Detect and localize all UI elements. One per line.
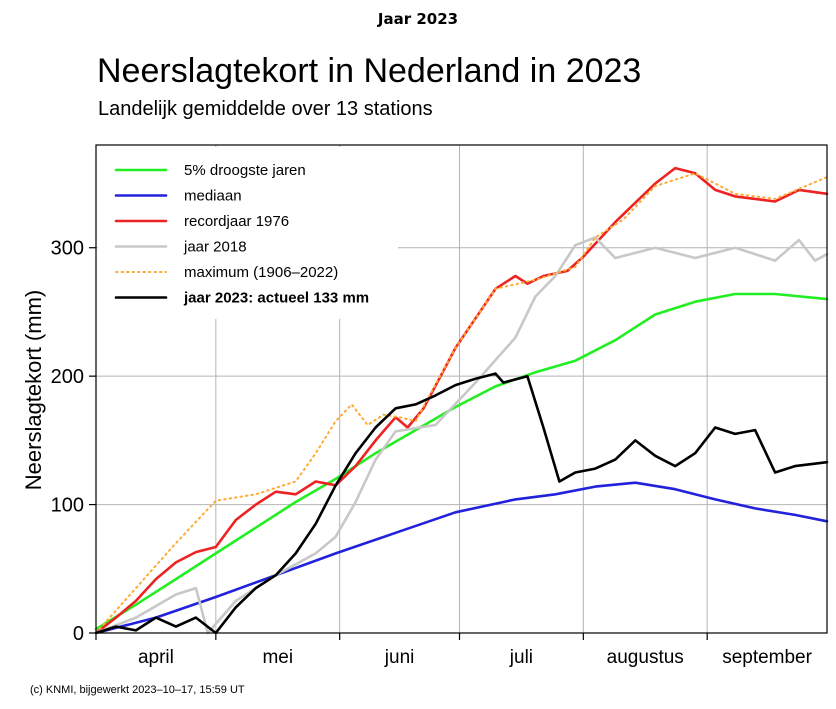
legend-label: recordjaar 1976 [184, 213, 289, 230]
y-tick-label: 100 [51, 495, 84, 517]
legend-label: maximum (1906–2022) [184, 264, 338, 281]
legend-label: jaar 2023: actueel 133 mm [183, 290, 369, 307]
chart-subtitle: Landelijk gemiddelde over 13 stations [98, 98, 433, 120]
x-tick-label: juni [384, 647, 415, 668]
top-label: Jaar 2023 [377, 10, 459, 28]
series-line [94, 292, 829, 631]
series-line [94, 166, 829, 635]
series-line [94, 481, 829, 635]
x-tick-label: september [722, 647, 812, 668]
x-tick-label: augustus [607, 647, 684, 668]
legend-box [98, 147, 398, 319]
series-line [94, 236, 829, 635]
legend-label: mediaan [184, 188, 242, 205]
y-tick-label: 300 [51, 238, 84, 260]
series-line [95, 172, 828, 634]
chart-title: Neerslagtekort in Nederland in 2023 [97, 52, 642, 90]
legend-label: 5% droogste jaren [184, 162, 306, 179]
x-tick-label: juli [509, 647, 533, 668]
footer-credit: (c) KNMI, bijgewerkt 2023–10–17, 15:59 U… [30, 684, 245, 696]
plot-frame [95, 144, 828, 634]
series-line [94, 372, 829, 635]
x-tick-label: april [138, 647, 174, 668]
y-tick-label: 200 [51, 366, 84, 388]
legend-label: jaar 2018 [183, 239, 247, 256]
x-tick-label: mei [262, 647, 293, 668]
y-tick-label: 0 [73, 623, 84, 645]
